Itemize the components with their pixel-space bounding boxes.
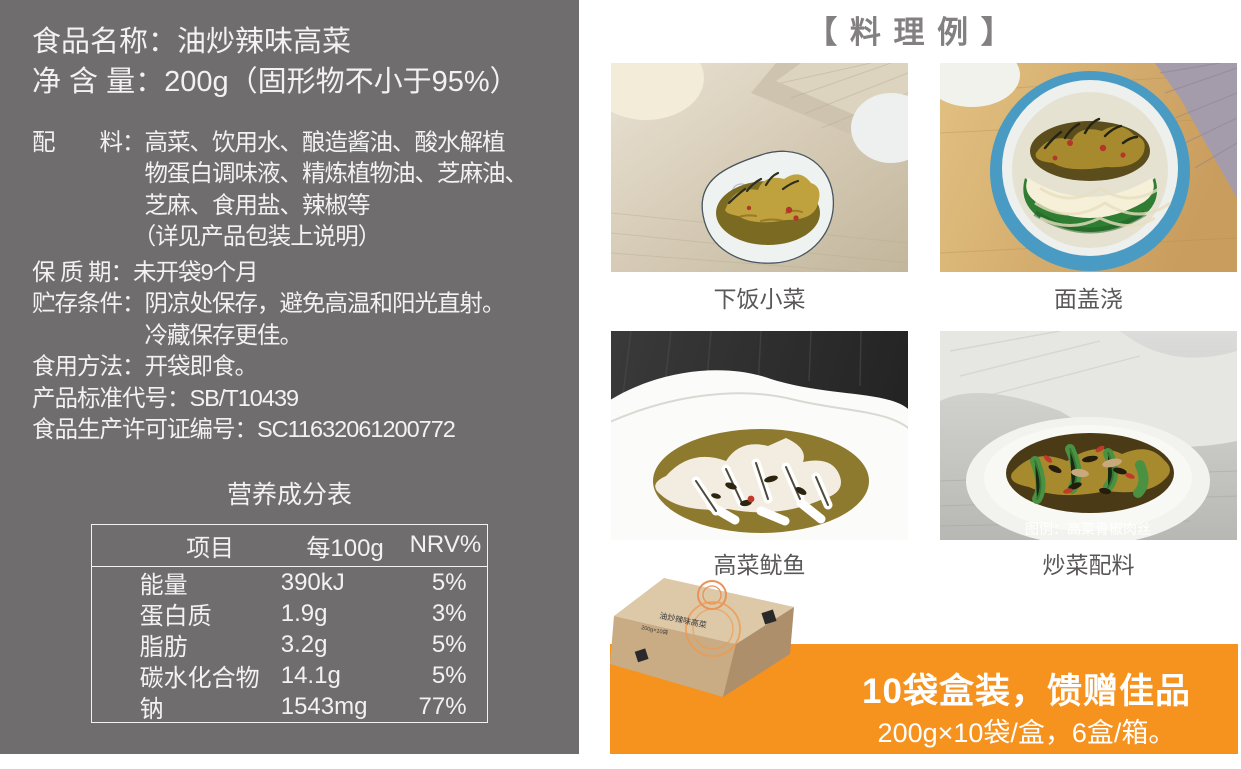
svg-text:图例：高菜青椒肉丝: 图例：高菜青椒肉丝 — [1025, 521, 1151, 537]
